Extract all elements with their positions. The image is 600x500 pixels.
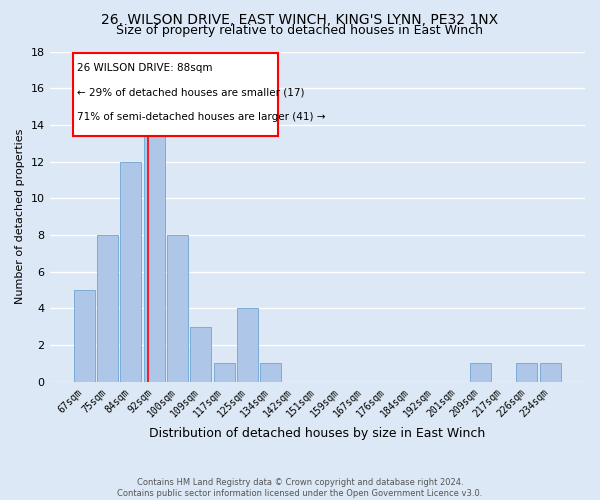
Text: ← 29% of detached houses are smaller (17): ← 29% of detached houses are smaller (17… bbox=[77, 88, 304, 98]
Bar bbox=[121, 162, 142, 382]
FancyBboxPatch shape bbox=[73, 54, 278, 136]
Bar bbox=[144, 106, 165, 382]
Bar bbox=[237, 308, 258, 382]
Bar bbox=[214, 364, 235, 382]
Bar bbox=[167, 235, 188, 382]
Text: 71% of semi-detached houses are larger (41) →: 71% of semi-detached houses are larger (… bbox=[77, 112, 325, 122]
X-axis label: Distribution of detached houses by size in East Winch: Distribution of detached houses by size … bbox=[149, 427, 485, 440]
Text: 26 WILSON DRIVE: 88sqm: 26 WILSON DRIVE: 88sqm bbox=[77, 62, 212, 72]
Text: Size of property relative to detached houses in East Winch: Size of property relative to detached ho… bbox=[116, 24, 484, 37]
Bar bbox=[74, 290, 95, 382]
Text: 26, WILSON DRIVE, EAST WINCH, KING'S LYNN, PE32 1NX: 26, WILSON DRIVE, EAST WINCH, KING'S LYN… bbox=[101, 12, 499, 26]
Bar bbox=[97, 235, 118, 382]
Bar bbox=[190, 327, 211, 382]
Y-axis label: Number of detached properties: Number of detached properties bbox=[15, 129, 25, 304]
Bar bbox=[517, 364, 538, 382]
Text: Contains HM Land Registry data © Crown copyright and database right 2024.
Contai: Contains HM Land Registry data © Crown c… bbox=[118, 478, 482, 498]
Bar bbox=[539, 364, 560, 382]
Bar bbox=[470, 364, 491, 382]
Bar bbox=[260, 364, 281, 382]
